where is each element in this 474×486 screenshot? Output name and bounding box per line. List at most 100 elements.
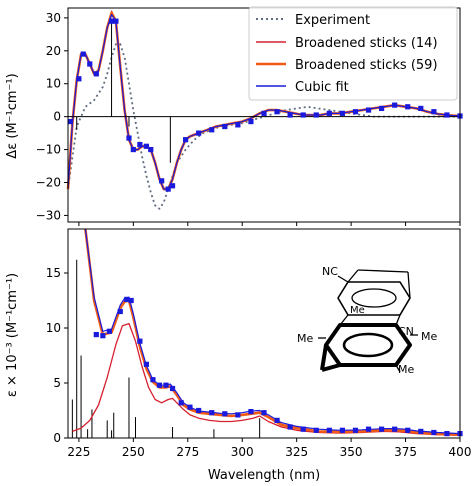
top-data-point: [352, 109, 359, 115]
bottom-x-ticks: 225 250 275 300 325 350 375 400: [67, 438, 471, 459]
bottom-data-point: [150, 377, 156, 383]
top-data-point: [165, 186, 171, 192]
bottom-data-point: [352, 427, 359, 433]
top-data-point: [113, 18, 119, 24]
top-data-point: [137, 142, 143, 148]
top-data-point: [76, 76, 82, 82]
top-data-point: [261, 110, 267, 116]
top-data-point: [222, 123, 228, 130]
bottom-data-point: [196, 407, 202, 414]
bottom-data-point: [339, 427, 345, 433]
top-y-ticks: −30 −20 −10 0 10 20 30: [36, 11, 461, 226]
legend-broadened59-label: Broadened sticks (59): [295, 58, 438, 73]
bottom-data-point: [117, 308, 123, 315]
legend: Experiment Broadened sticks (14) Broaden…: [248, 6, 458, 101]
top-data-point: [148, 146, 154, 153]
top-data-point: [300, 112, 306, 118]
top-data-point: [183, 137, 189, 143]
bottom-data-point: [405, 427, 411, 433]
top-y-tick-label: −30: [36, 208, 61, 222]
bottom-data-point: [222, 411, 228, 417]
top-data-point: [248, 118, 254, 125]
bottom-data-point: [209, 410, 215, 416]
top-data-point: [365, 107, 372, 113]
top-data-point: [87, 61, 93, 67]
molecule-label-cn: CN: [398, 325, 414, 338]
top-data-point: [209, 127, 215, 133]
bottom-y-tick-label: 15: [46, 266, 61, 280]
bottom-data-point: [261, 410, 267, 416]
top-data-point: [108, 18, 115, 24]
top-data-point: [143, 143, 149, 149]
bottom-data-point: [187, 404, 193, 410]
bottom-data-point: [418, 428, 424, 434]
bottom-data-point: [235, 412, 241, 418]
bottom-panel: 0 5 10 15 225 250 275 300 325 350 375 400 ε × 10⁻³…: [5, 228, 471, 483]
molecule-bonds: [318, 269, 418, 373]
bottom-y-tick-label: 5: [53, 376, 61, 390]
bottom-sticks-layer: [71, 259, 261, 438]
top-data-point: [196, 130, 202, 136]
top-data-point: [418, 105, 424, 112]
x-axis-label: Wavelength (nm): [208, 468, 320, 483]
top-data-point: [339, 110, 345, 116]
top-data-point: [405, 104, 411, 110]
bottom-plot-frame: [67, 228, 461, 439]
bottom-y-tick-label: 10: [46, 321, 61, 335]
x-tick-label: 400: [449, 445, 472, 459]
bottom-y-axis-label: ε × 10⁻³ (M⁻¹cm⁻¹): [5, 273, 20, 397]
top-y-tick-label: 0: [53, 110, 61, 124]
top-data-point: [274, 109, 280, 115]
bottom-data-point: [392, 426, 398, 432]
bottom-data-point: [106, 328, 112, 334]
bottom-data-point: [444, 431, 450, 437]
top-y-tick-label: −10: [36, 143, 61, 157]
top-data-point: [431, 109, 437, 115]
top-y-tick-label: −20: [36, 175, 61, 189]
bottom-y-tick-label: 0: [53, 431, 61, 445]
top-data-point: [93, 71, 99, 77]
top-data-point: [169, 183, 176, 189]
bottom-data-point: [287, 424, 293, 430]
top-series-experiment: [67, 43, 460, 210]
bottom-data-point: [124, 296, 130, 302]
bottom-series-broadened-sticks-14: [72, 322, 461, 436]
top-data-point: [130, 146, 136, 153]
molecule-label-me-left: Me: [297, 332, 313, 345]
top-y-tick-label: 20: [46, 44, 61, 58]
molecule-label-me-right: Me: [421, 330, 437, 343]
bottom-data-point: [169, 385, 176, 392]
bottom-data-point: [93, 332, 99, 338]
legend-broadened14-label: Broadened sticks (14): [295, 36, 438, 51]
x-tick-label: 325: [285, 445, 308, 459]
molecule-label-me-bottom: Me: [398, 363, 414, 376]
bottom-data-point: [163, 382, 169, 388]
top-series-cubic-fit: [67, 14, 461, 190]
top-points-layer: [67, 18, 463, 192]
top-data-point: [80, 51, 86, 57]
x-tick-label: 375: [394, 445, 417, 459]
bottom-data-point: [178, 400, 184, 406]
bottom-data-point: [248, 409, 254, 415]
molecule-structure: NC Me CN Me Me Me: [297, 265, 437, 376]
legend-cubic-label: Cubic fit: [295, 80, 349, 95]
top-data-point: [67, 118, 73, 125]
top-y-tick-label: 10: [46, 77, 61, 91]
x-tick-label: 275: [176, 445, 199, 459]
bottom-data-point: [156, 382, 163, 388]
top-series-layer: [66, 10, 461, 210]
bottom-data-point: [137, 338, 143, 344]
legend-experiment-label: Experiment: [295, 13, 370, 28]
top-data-point: [444, 112, 450, 118]
x-tick-label: 300: [231, 445, 254, 459]
top-data-point: [326, 110, 332, 116]
x-tick-label: 225: [67, 445, 90, 459]
top-sticks-layer: [68, 21, 460, 163]
top-data-point: [392, 102, 398, 108]
top-data-point: [235, 122, 241, 128]
bottom-data-point: [143, 361, 149, 367]
bottom-data-point: [128, 297, 134, 304]
top-data-point: [126, 135, 132, 141]
top-data-point: [379, 105, 385, 112]
